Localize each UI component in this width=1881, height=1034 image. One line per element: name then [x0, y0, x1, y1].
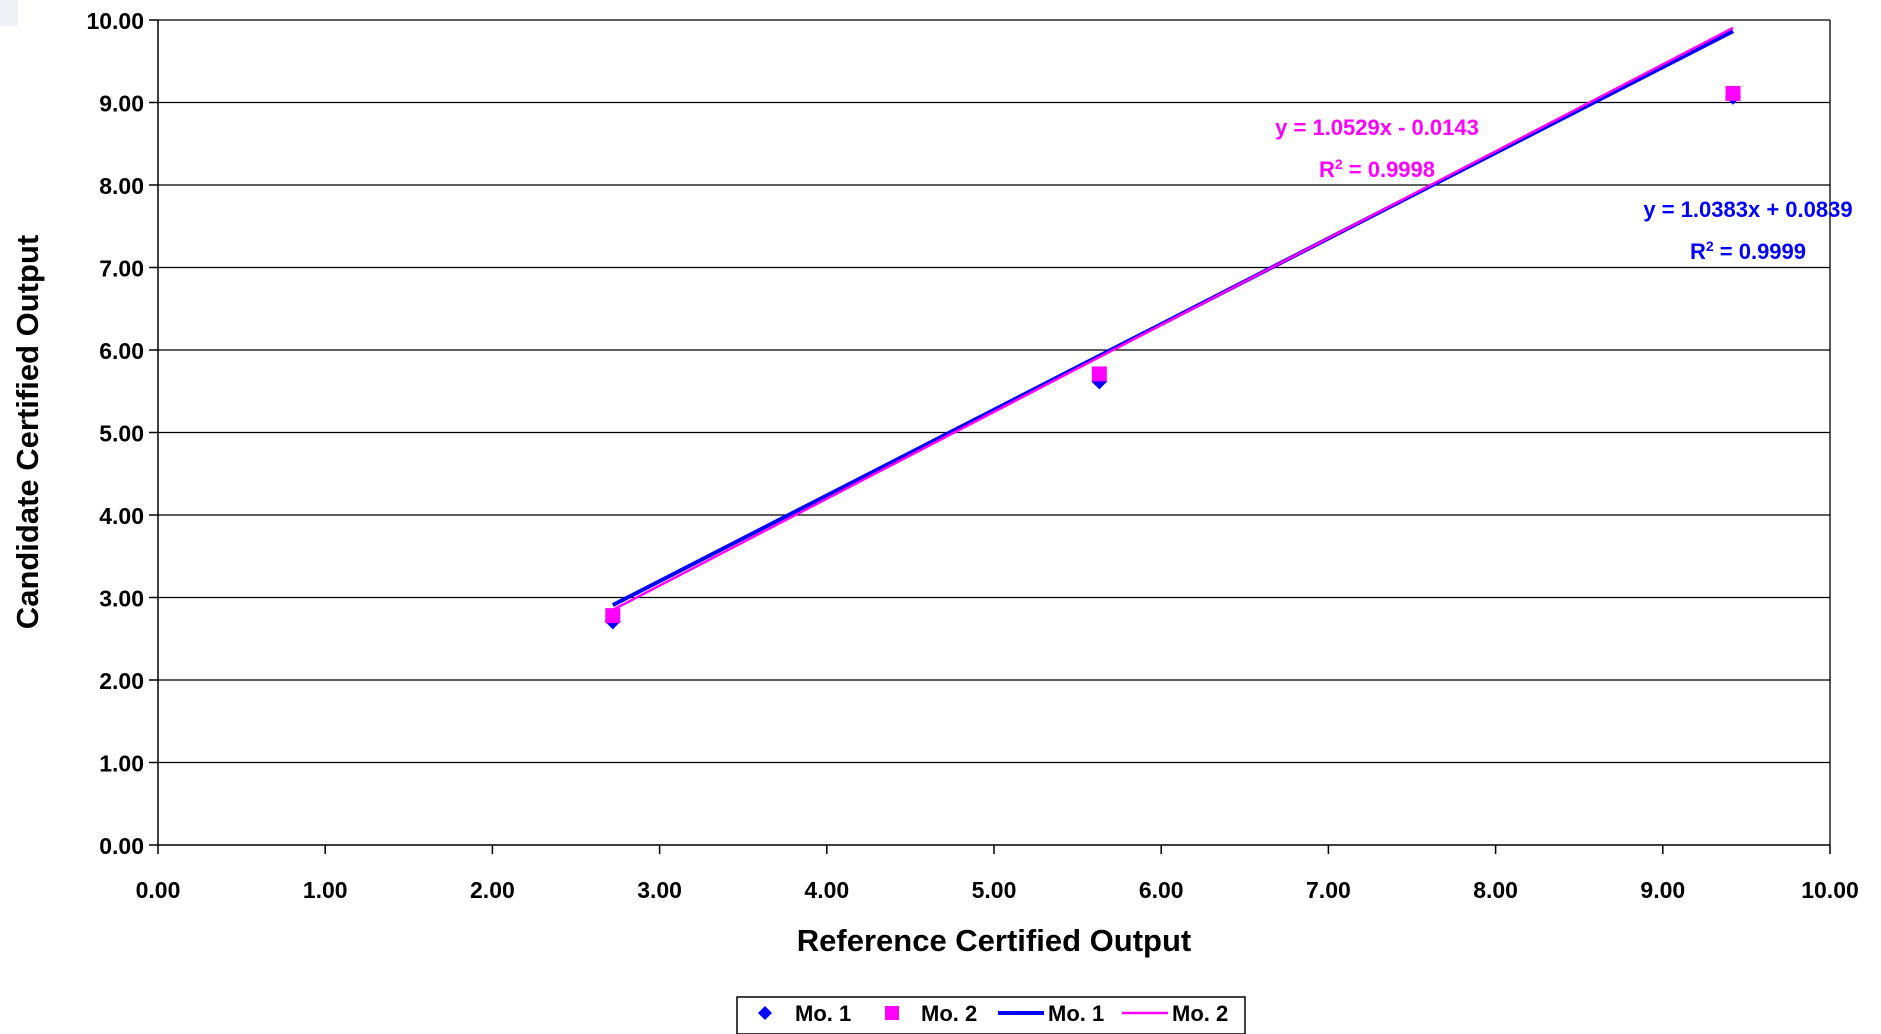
y-tick-label: 1.00	[99, 751, 144, 777]
point-mo2-square	[605, 608, 621, 624]
x-tick-label: 0.00	[136, 877, 181, 903]
trendline-equations: y = 1.0383x + 0.0839 R2 = 0.9999 y = 1.052…	[1275, 115, 1852, 264]
gridlines	[158, 19, 1830, 764]
legend-label: Mo. 2	[1172, 1001, 1228, 1026]
x-tick-label: 3.00	[637, 877, 682, 903]
y-tick-label: 5.00	[99, 421, 144, 447]
y-tick-label: 3.00	[99, 586, 144, 612]
x-tick-label: 2.00	[470, 877, 515, 903]
trendline-equation-2: y = 1.0529x - 0.0143	[1275, 115, 1479, 140]
x-axis-title: Reference Certified Output	[797, 923, 1191, 958]
x-tick-label: 7.00	[1306, 877, 1351, 903]
point-mo2-square	[1725, 85, 1741, 101]
x-tick-label: 10.00	[1801, 877, 1859, 903]
y-tick-label: 2.00	[99, 668, 144, 694]
y-tick-label: 4.00	[99, 503, 144, 529]
y-tick-label: 0.00	[99, 833, 144, 859]
window-corner	[0, 0, 18, 26]
y-axis-title: Candidate Certified Output	[10, 235, 45, 629]
trendline-2	[612, 26, 1734, 612]
trendline-r2-1: R2 = 0.9999	[1690, 238, 1806, 264]
x-tick-label: 6.00	[1139, 877, 1184, 903]
x-tick-label: 5.00	[972, 877, 1017, 903]
legend-label: Mo. 2	[921, 1001, 977, 1026]
x-tick-label: 1.00	[303, 877, 348, 903]
axes	[149, 19, 1831, 854]
x-tick-label: 9.00	[1640, 877, 1685, 903]
x-tick-labels: 0.00 1.00 2.00 3.00 4.00 5.00 6.00 7.00 8.00 9.00…	[136, 877, 1859, 903]
legend-marker-square	[885, 1006, 899, 1020]
y-tick-label: 6.00	[99, 338, 144, 364]
point-mo2-square	[1091, 366, 1107, 382]
legend-label: Mo. 1	[1048, 1001, 1104, 1026]
trendline-equation-1: y = 1.0383x + 0.0839	[1643, 197, 1852, 222]
trendlines	[611, 26, 1734, 612]
x-tick-label: 4.00	[804, 877, 849, 903]
legend-marker-diamond	[758, 1006, 772, 1020]
y-tick-labels: 0.00 1.00 2.00 3.00 4.00 5.00 6.00 7.00 8.00 9.00…	[86, 8, 144, 859]
y-tick-label: 7.00	[99, 256, 144, 282]
data-points	[604, 85, 1742, 630]
y-tick-label: 10.00	[86, 8, 144, 34]
legend-box	[736, 996, 1246, 1034]
trendline-r2-2: R2 = 0.9998	[1319, 156, 1435, 182]
legend: Mo. 1 Mo. 2 Mo. 1 Mo. 2	[736, 996, 1246, 1034]
x-tick-label: 8.00	[1473, 877, 1518, 903]
y-tick-label: 8.00	[99, 173, 144, 199]
y-tick-label: 9.00	[99, 91, 144, 117]
legend-label: Mo. 1	[795, 1001, 851, 1026]
